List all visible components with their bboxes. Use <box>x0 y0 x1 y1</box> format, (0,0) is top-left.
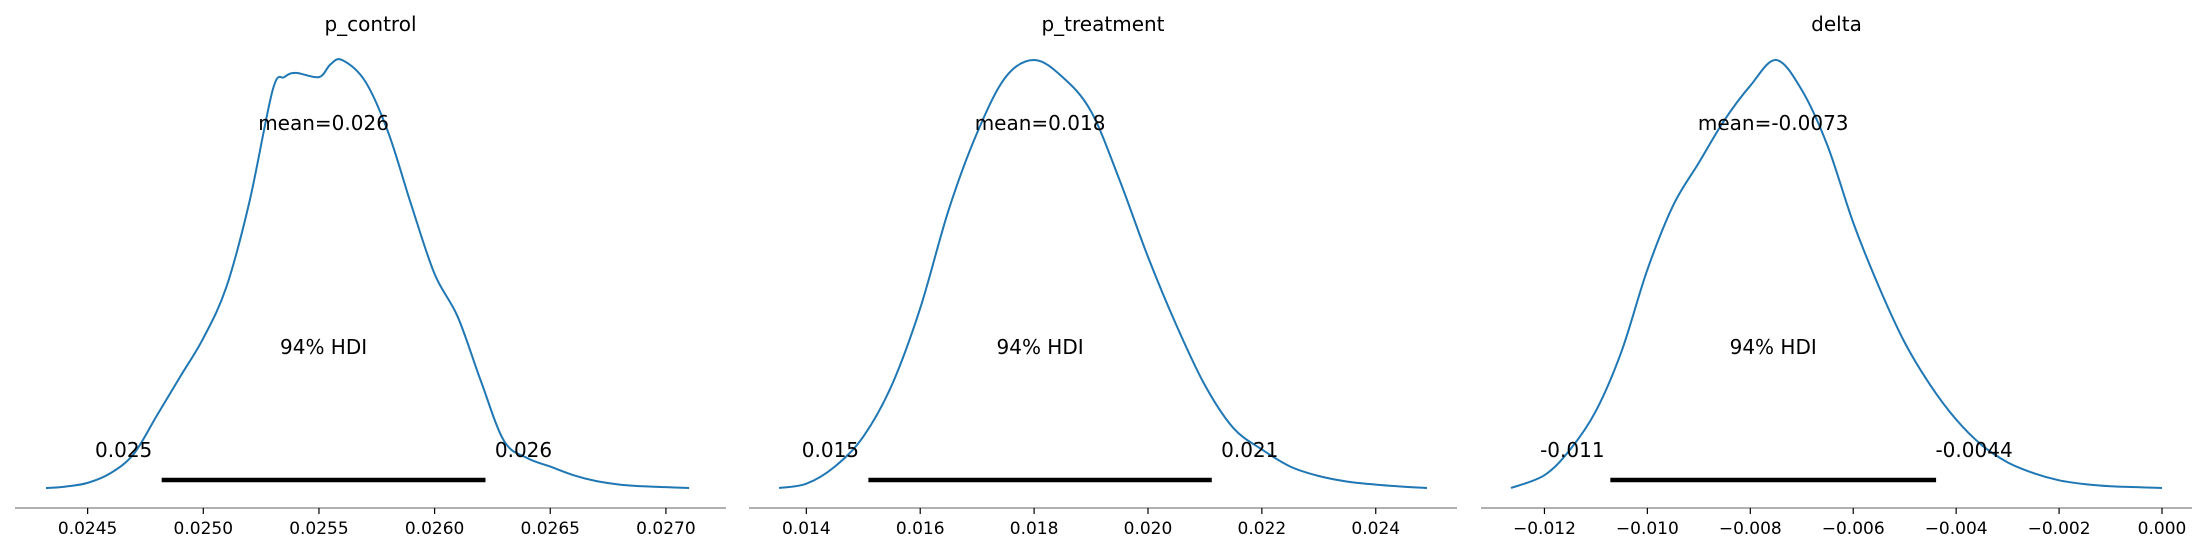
x-tick-label: 0.024 <box>1351 519 1400 539</box>
mean-label: mean=0.018 <box>975 111 1106 135</box>
mean-label: mean=-0.0073 <box>1698 111 1849 135</box>
x-tick-label: −0.010 <box>1616 519 1679 539</box>
x-tick-label: −0.012 <box>1513 519 1576 539</box>
hdi-low-label: 0.025 <box>95 438 152 462</box>
x-tick-label: 0.000 <box>2138 519 2187 539</box>
x-tick-label: 0.014 <box>782 519 831 539</box>
x-tick-label: −0.008 <box>1719 519 1782 539</box>
hdi-label: 94% HDI <box>997 335 1084 359</box>
x-tick-label: 0.0270 <box>636 519 695 539</box>
panel-p-treatment: p_treatment 0.014 0.016 0.018 0.020 0.022 0.02… <box>749 12 1457 539</box>
x-tick-label: −0.002 <box>2028 519 2091 539</box>
x-tick-label: 0.022 <box>1238 519 1287 539</box>
x-tick-label: −0.004 <box>1925 519 1988 539</box>
density-curve <box>778 58 1428 489</box>
chart-title: p_control <box>324 12 416 36</box>
density-curve <box>1510 59 2163 489</box>
x-tick-label: −0.006 <box>1822 519 1885 539</box>
density-curve <box>45 58 690 489</box>
hdi-high-label: -0.0044 <box>1935 438 2012 462</box>
hdi-low-label: -0.011 <box>1540 438 1604 462</box>
chart-title: p_treatment <box>1041 12 1164 36</box>
panel-p-control: p_control 0.0245 0.0250 0.0255 0.0260 0.0265 0… <box>15 12 726 539</box>
x-tick-label: 0.0265 <box>521 519 580 539</box>
hdi-low-label: 0.015 <box>802 438 859 462</box>
mean-label: mean=0.026 <box>258 111 389 135</box>
hdi-label: 94% HDI <box>1730 335 1817 359</box>
chart-title: delta <box>1811 12 1862 36</box>
hdi-label: 94% HDI <box>280 335 367 359</box>
hdi-high-label: 0.021 <box>1221 438 1278 462</box>
x-tick-label: 0.018 <box>1010 519 1059 539</box>
x-tick-label: 0.0260 <box>405 519 464 539</box>
panel-delta: delta −0.012 −0.010 −0.008 −0.006 −0.004 −0.00… <box>1481 12 2192 539</box>
x-tick-label: 0.0245 <box>58 519 117 539</box>
x-tick-label: 0.0250 <box>174 519 233 539</box>
hdi-high-label: 0.026 <box>495 438 552 462</box>
x-tick-label: 0.0255 <box>289 519 348 539</box>
x-tick-label: 0.020 <box>1124 519 1173 539</box>
x-tick-label: 0.016 <box>896 519 945 539</box>
